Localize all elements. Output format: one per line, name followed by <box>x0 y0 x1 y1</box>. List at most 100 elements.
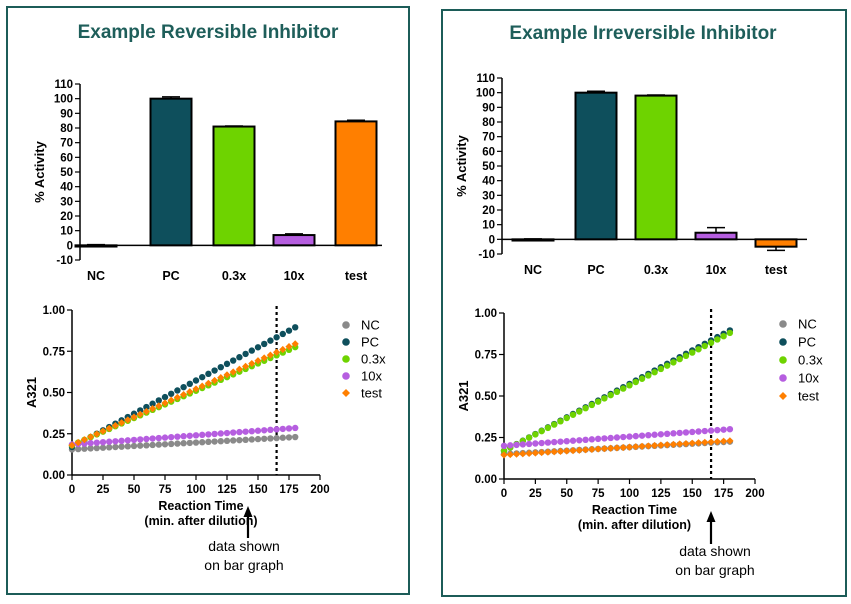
data-point <box>676 355 683 363</box>
data-point <box>626 433 633 440</box>
data-point <box>557 438 564 445</box>
data-point <box>594 398 602 405</box>
data-point <box>663 441 671 449</box>
data-point <box>205 438 212 446</box>
data-point <box>242 362 250 370</box>
legend-label: 0.3x <box>361 352 386 367</box>
data-point <box>124 416 132 424</box>
bar-y-tick-label: 70 <box>482 132 495 144</box>
data-point <box>285 343 293 351</box>
data-point <box>180 433 187 440</box>
data-point <box>669 440 678 448</box>
line-x-tick-label: 200 <box>745 488 764 500</box>
data-point <box>619 443 627 452</box>
data-point <box>613 434 621 441</box>
bar-y-tick-label: -10 <box>56 255 73 267</box>
bar-y-tick-label: 80 <box>60 123 73 135</box>
legend-label: 10x <box>361 369 382 384</box>
legend-label: test <box>361 386 382 401</box>
data-point <box>279 345 287 354</box>
data-point <box>199 431 206 439</box>
bar-y-tick-label: 100 <box>476 88 495 100</box>
data-point <box>512 450 521 458</box>
data-point <box>676 440 684 448</box>
data-point <box>525 434 533 441</box>
data-point <box>105 424 113 432</box>
data-point <box>81 440 88 447</box>
line-y-tick-label: 0.25 <box>475 433 498 445</box>
data-point <box>261 435 268 442</box>
data-point <box>112 443 119 451</box>
data-point <box>576 437 583 444</box>
data-point <box>99 444 107 451</box>
data-point <box>124 443 131 450</box>
legend-label: PC <box>361 335 379 350</box>
bar-test <box>334 120 378 247</box>
bar-category-label: PC <box>162 269 179 283</box>
bar-y-tick-label: 10 <box>482 220 495 232</box>
data-point <box>689 349 696 356</box>
data-point <box>620 385 627 392</box>
data-point <box>279 434 286 441</box>
line-y-tick-label: 0.00 <box>475 474 497 486</box>
data-point <box>260 354 268 362</box>
data-point <box>525 440 533 448</box>
data-point <box>726 437 734 445</box>
data-point <box>582 436 589 444</box>
line-y-axis-label: A321 <box>456 380 471 411</box>
data-point <box>726 426 734 433</box>
line-x-tick-label: 75 <box>159 484 172 496</box>
bar-test <box>754 238 798 248</box>
data-point <box>644 442 652 450</box>
bar-chart: -10 0 10 20 30 40 50 60 70 80 90 100 110 % Activity NC… <box>454 73 807 277</box>
bar-y-tick-label: 30 <box>60 196 73 208</box>
data-point <box>87 445 94 452</box>
data-point <box>682 439 690 448</box>
line-x-tick-label: 50 <box>560 488 573 500</box>
data-point <box>532 440 539 447</box>
bar-y-tick-label: 40 <box>60 182 73 194</box>
bar-y-tick-label: 0 <box>489 234 495 246</box>
bar-category-label: 10x <box>706 263 727 277</box>
data-point <box>601 395 608 402</box>
data-point <box>645 431 652 439</box>
legend: NC PC 0.3x 10x test <box>342 318 386 401</box>
data-point <box>217 430 224 437</box>
data-point <box>279 330 286 338</box>
data-point <box>707 438 715 446</box>
data-point <box>124 437 131 444</box>
data-point <box>167 396 175 404</box>
data-point <box>168 440 175 448</box>
data-point <box>713 438 721 446</box>
data-point <box>285 434 293 441</box>
legend-marker-PC <box>342 338 350 346</box>
bar-y-tick-label: 100 <box>54 94 73 106</box>
data-point <box>192 377 200 384</box>
data-point <box>81 445 88 452</box>
series-NC <box>68 433 299 453</box>
data-point <box>688 439 696 447</box>
line-y-tick-label: 0.75 <box>43 346 66 358</box>
reversible-inhibitor-panel: Example Reversible Inhibitor -10 0 10 20 30 40… <box>6 6 410 595</box>
data-point <box>137 407 144 414</box>
bar-10x <box>272 234 316 247</box>
bar-category-label: 0.3x <box>644 263 668 277</box>
data-point <box>632 378 639 386</box>
data-point <box>267 426 274 434</box>
data-point <box>186 380 193 388</box>
data-point <box>588 436 596 443</box>
data-point <box>149 400 156 407</box>
data-point <box>248 436 255 443</box>
data-point <box>707 339 715 346</box>
data-point <box>130 413 138 421</box>
data-point <box>174 433 181 440</box>
data-point <box>142 407 150 416</box>
data-point <box>588 445 596 454</box>
data-point <box>118 419 126 427</box>
data-point <box>217 374 225 382</box>
data-point <box>544 424 552 432</box>
data-point <box>645 372 652 379</box>
legend-marker-PC <box>779 338 787 346</box>
line-x-tick-label: 0 <box>501 488 507 500</box>
data-point <box>267 337 274 344</box>
